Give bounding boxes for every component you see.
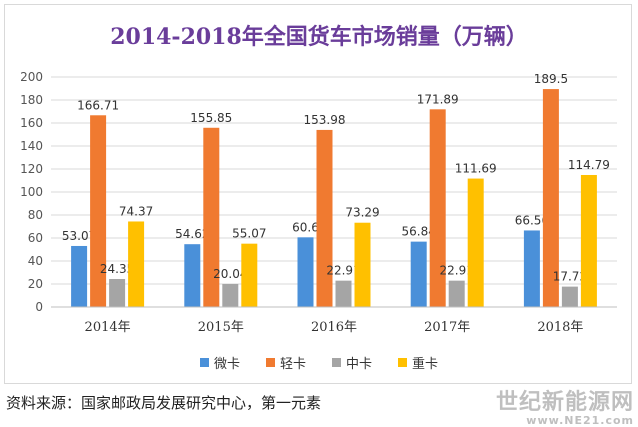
data-label: 20.04 (213, 267, 247, 281)
data-label: 74.37 (119, 204, 153, 218)
y-tick-label: 20 (28, 277, 43, 291)
legend-label: 微卡 (213, 357, 240, 372)
bar (429, 109, 446, 307)
bar (71, 245, 88, 307)
x-tick-label: 2017年 (424, 320, 470, 335)
legend-item: 中卡 (332, 353, 372, 372)
legend-swatch (398, 358, 408, 367)
legend-swatch (332, 358, 341, 367)
data-label: 22.91 (326, 264, 360, 278)
data-label: 66.56 (515, 213, 549, 227)
y-tick-label: 0 (35, 300, 43, 314)
bar (561, 286, 578, 307)
data-label: 166.71 (77, 98, 119, 112)
chart-frame: 0 20 40 60 80 100 120 140 160 180 200 53.07 166.71 24… (4, 4, 632, 384)
data-label: 189.5 (534, 72, 568, 86)
y-tick-label: 200 (20, 70, 43, 84)
data-label: 73.29 (345, 206, 379, 220)
y-tick-label: 40 (28, 254, 43, 268)
legend-label: 轻卡 (279, 357, 306, 372)
legend: 微卡 轻卡 中卡 重卡 (5, 353, 633, 372)
data-label: 24.35 (100, 262, 134, 276)
bar (222, 283, 239, 307)
legend-label: 重卡 (412, 357, 439, 372)
watermark: 世纪新能源网 www.NE21.com (496, 384, 634, 427)
watermark-text: 世纪新能源网 (495, 390, 634, 415)
y-tick-label: 160 (20, 116, 43, 130)
data-label: 53.07 (62, 229, 96, 243)
chart-title: 2014-2018年全国货车市场销量（万辆） (110, 24, 528, 50)
y-tick-label: 80 (28, 208, 43, 222)
bar (316, 129, 333, 307)
bar (241, 243, 258, 307)
data-label: 155.85 (190, 111, 232, 125)
legend-item: 微卡 (199, 353, 240, 372)
data-label: 60.6 (292, 220, 319, 234)
x-tick-label: 2015年 (198, 320, 244, 335)
data-label: 153.98 (304, 113, 346, 127)
y-tick-label: 60 (28, 231, 43, 245)
bar (90, 115, 107, 307)
data-label: 56.84 (402, 225, 436, 239)
bar (109, 278, 126, 307)
y-tick-label: 120 (20, 162, 43, 176)
data-label: 54.62 (175, 227, 209, 241)
data-label: 111.69 (455, 162, 497, 176)
legend-label: 中卡 (346, 357, 373, 372)
y-tick-label: 140 (20, 139, 43, 153)
legend-swatch (265, 358, 275, 367)
data-label: 17.72 (553, 270, 587, 284)
bar (448, 280, 465, 307)
bar (335, 280, 352, 307)
data-label: 55.07 (232, 227, 266, 241)
bar (580, 174, 597, 307)
legend-item: 重卡 (398, 353, 438, 372)
bar (203, 127, 220, 308)
bar (184, 244, 201, 307)
bar (542, 89, 559, 307)
bar (354, 222, 371, 307)
y-tick-label: 100 (20, 185, 43, 199)
bar-chart: 0 20 40 60 80 100 120 140 160 180 200 53.07 166.71 24… (20, 70, 617, 335)
bar (523, 230, 540, 307)
bar (467, 178, 484, 307)
x-tick-label: 2018年 (537, 320, 583, 335)
bar (128, 221, 145, 307)
x-tick-label: 2014年 (85, 320, 131, 335)
y-tick-label: 180 (20, 93, 43, 107)
data-label: 171.89 (417, 92, 459, 106)
x-tick-label: 2016年 (311, 320, 357, 335)
bar (297, 237, 314, 307)
source-note: 资料来源：国家邮政局发展研究中心，第一元素 (6, 394, 322, 412)
bar (410, 241, 427, 307)
data-label: 114.79 (568, 158, 610, 172)
legend-item: 轻卡 (265, 353, 306, 372)
data-label: 22.91 (440, 264, 474, 278)
legend-swatch (199, 358, 209, 367)
